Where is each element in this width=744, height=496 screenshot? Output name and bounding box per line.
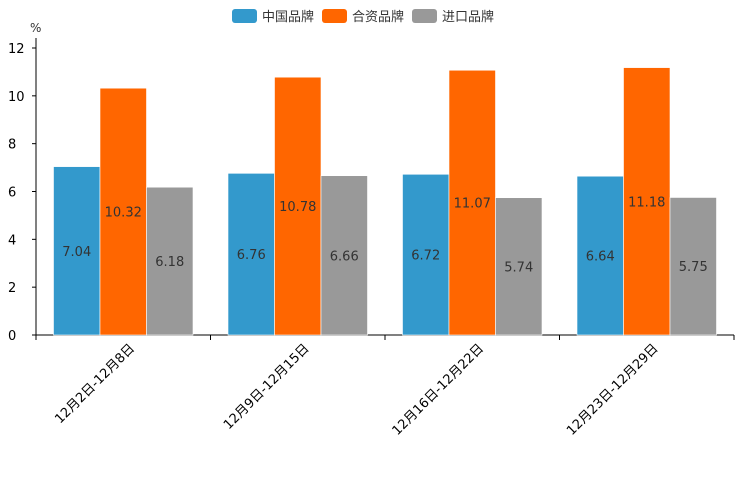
legend: 中国品牌 合资品牌 进口品牌 <box>232 9 494 25</box>
bar-value-label: 6.72 <box>411 249 440 264</box>
legend-label: 中国品牌 <box>262 9 314 25</box>
legend-item: 合资品牌 <box>322 9 404 25</box>
bar-value-label: 11.07 <box>454 197 491 212</box>
bar-value-label: 5.74 <box>504 260 533 275</box>
y-tick-label: 10 <box>8 90 25 105</box>
bar <box>274 76 322 336</box>
bar-value-label: 11.18 <box>628 195 665 210</box>
bar <box>669 197 717 336</box>
bar-value-label: 7.04 <box>62 245 91 260</box>
bar-value-label: 6.76 <box>237 248 266 263</box>
bar-value-label: 10.32 <box>105 206 142 221</box>
y-tick-label: 12 <box>8 42 25 57</box>
y-axis-unit-label: % <box>30 21 41 35</box>
bar <box>320 175 368 336</box>
bar-value-label: 6.66 <box>330 249 359 264</box>
bar <box>402 173 450 336</box>
bar <box>495 197 543 336</box>
y-tick-label: 6 <box>8 186 16 201</box>
bar <box>623 67 671 336</box>
y-tick-label: 4 <box>8 233 16 248</box>
bar-value-label: 5.75 <box>679 260 708 275</box>
legend-swatch <box>232 9 257 23</box>
bars <box>53 67 717 336</box>
x-axis: 12月2日-12月8日 12月9日-12月15日 12月16日-12月22日 12月2… <box>35 334 735 439</box>
legend-item: 进口品牌 <box>412 9 494 25</box>
legend-swatch <box>322 9 347 23</box>
legend-swatch <box>412 9 437 23</box>
bar-value-label: 6.18 <box>155 255 184 270</box>
x-tick-label: 12月2日-12月8日 <box>52 341 138 427</box>
legend-label: 进口品牌 <box>442 9 494 25</box>
bar <box>146 186 194 336</box>
bar-labels: 7.04 10.32 6.18 6.76 10.78 6.66 6.72 11.07 5.74 6… <box>62 195 707 275</box>
y-tick-label: 0 <box>8 329 16 344</box>
x-tick-label: 12月9日-12月15日 <box>221 341 313 433</box>
y-tick-label: 8 <box>8 138 16 153</box>
bar <box>448 69 496 336</box>
legend-item: 中国品牌 <box>232 9 314 25</box>
y-axis: 0 2 4 6 8 10 12 <box>8 38 37 344</box>
bar-value-label: 10.78 <box>279 200 316 215</box>
legend-label: 合资品牌 <box>352 9 404 25</box>
x-tick-label: 12月23日-12月29日 <box>564 341 661 438</box>
bar-value-label: 6.64 <box>586 250 615 265</box>
y-tick-label: 2 <box>8 281 16 296</box>
x-tick-label: 12月16日-12月22日 <box>390 341 487 438</box>
bar <box>576 175 624 336</box>
